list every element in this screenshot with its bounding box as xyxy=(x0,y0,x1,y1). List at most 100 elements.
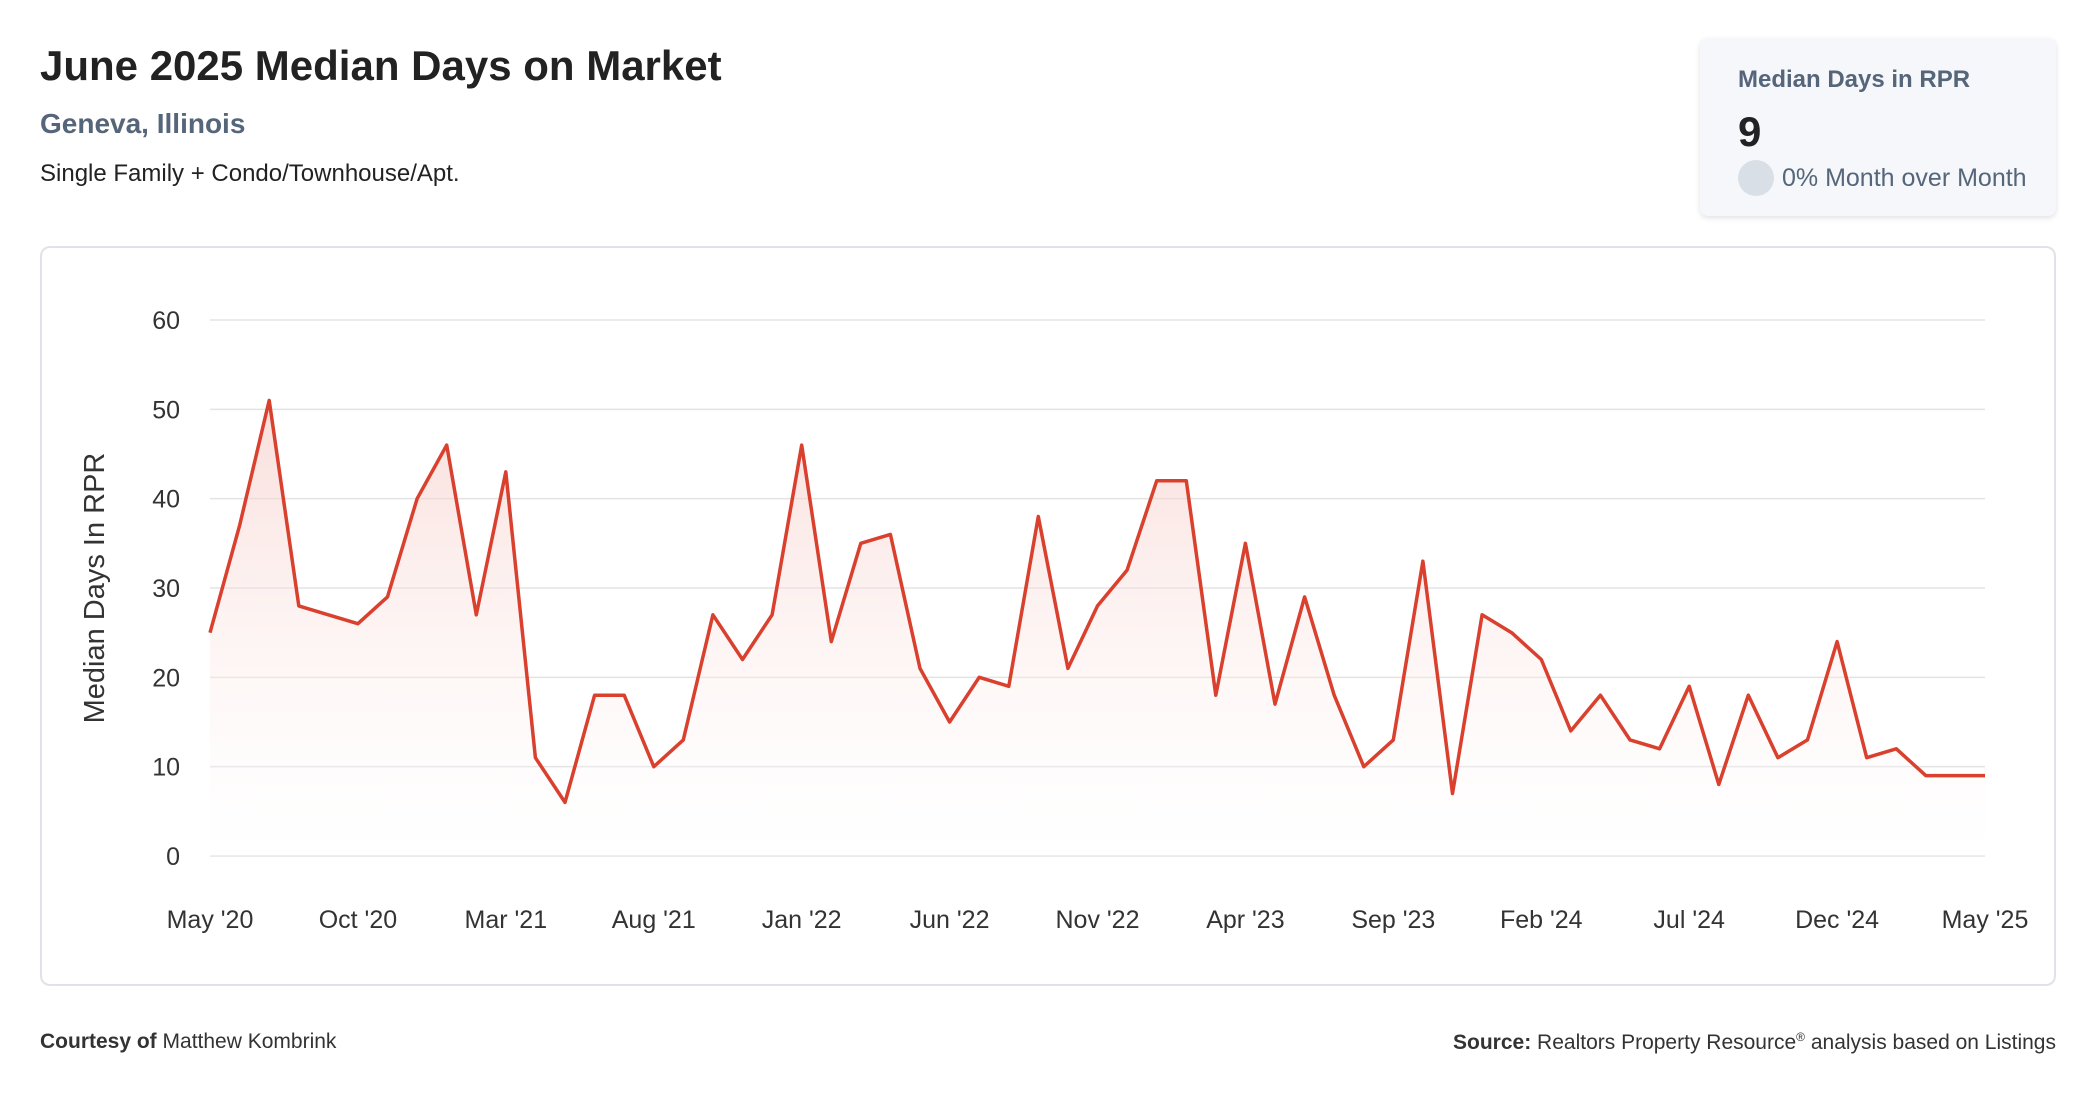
data-point xyxy=(1036,515,1040,519)
courtesy-label: Courtesy of xyxy=(40,1030,157,1053)
data-point xyxy=(1598,693,1602,697)
y-tick-label: 20 xyxy=(152,664,180,692)
location-subtitle: Geneva, Illinois xyxy=(40,108,246,139)
data-point xyxy=(711,613,715,617)
data-point xyxy=(741,657,745,661)
registered-mark: ® xyxy=(1796,1030,1805,1044)
y-tick-label: 40 xyxy=(152,486,180,514)
stat-change: 0% Month over Month xyxy=(1782,164,2027,192)
x-tick-label: Sep '23 xyxy=(1351,906,1435,934)
data-point xyxy=(386,595,390,599)
data-point xyxy=(474,613,478,617)
source-note: Source: Realtors Property Resource® anal… xyxy=(1453,1030,2056,1055)
x-tick-label: Jan '22 xyxy=(762,906,842,934)
data-point xyxy=(533,756,537,760)
y-axis-label: Median Days In RPR xyxy=(79,453,111,724)
data-point xyxy=(1007,684,1011,688)
source-label: Source: xyxy=(1453,1031,1532,1054)
stat-card: Median Days in RPR 9 0% Month over Month xyxy=(1700,38,2056,216)
data-point xyxy=(415,497,419,501)
data-point xyxy=(652,765,656,769)
data-point xyxy=(829,640,833,644)
x-tick-label: May '20 xyxy=(167,906,254,934)
stat-label: Median Days in RPR xyxy=(1738,66,1971,93)
area-fill xyxy=(210,400,1985,856)
x-tick-label: Feb '24 xyxy=(1500,906,1583,934)
chart-container: 0 10 20 30 40 50 60 May '20 Oct '20 Mar '21 Aug '… xyxy=(40,246,2056,986)
data-point xyxy=(1835,640,1839,644)
data-point xyxy=(356,622,360,626)
page-title: June 2025 Median Days on Market xyxy=(40,42,722,89)
data-point xyxy=(563,800,567,804)
y-tick-label: 10 xyxy=(152,754,180,782)
data-point xyxy=(1243,541,1247,545)
x-tick-label: Jul '24 xyxy=(1653,906,1725,934)
data-point xyxy=(593,693,597,697)
data-point xyxy=(681,738,685,742)
x-tick-label: Apr '23 xyxy=(1206,906,1284,934)
data-point xyxy=(1539,657,1543,661)
data-point xyxy=(977,675,981,679)
x-axis-ticks: May '20 Oct '20 Mar '21 Aug '21 Jan '22 Jun '… xyxy=(167,906,2029,934)
y-tick-label: 60 xyxy=(152,307,180,335)
data-point xyxy=(1066,666,1070,670)
data-point xyxy=(1273,702,1277,706)
data-point xyxy=(1451,791,1455,795)
y-tick-label: 30 xyxy=(152,575,180,603)
data-point xyxy=(1155,479,1159,483)
data-point xyxy=(1184,479,1188,483)
data-point xyxy=(1391,738,1395,742)
data-point xyxy=(238,523,242,527)
x-tick-label: Oct '20 xyxy=(319,906,397,934)
data-point xyxy=(770,613,774,617)
x-tick-label: Jun '22 xyxy=(910,906,990,934)
data-point xyxy=(208,631,212,635)
x-tick-label: Mar '21 xyxy=(465,906,548,934)
y-tick-label: 50 xyxy=(152,396,180,424)
source-name: Realtors Property Resource xyxy=(1537,1031,1797,1054)
data-point xyxy=(297,604,301,608)
data-point xyxy=(1894,747,1898,751)
neutral-change-icon xyxy=(1738,160,1774,196)
data-point xyxy=(622,693,626,697)
data-point xyxy=(267,398,271,402)
courtesy-note: Courtesy of Matthew Kombrink xyxy=(40,1030,336,1054)
data-point xyxy=(1096,604,1100,608)
x-tick-label: Dec '24 xyxy=(1795,906,1879,934)
series-line xyxy=(208,398,1985,805)
data-point xyxy=(1865,756,1869,760)
data-point xyxy=(1746,693,1750,697)
data-point xyxy=(1303,595,1307,599)
data-point xyxy=(1628,738,1632,742)
data-point xyxy=(445,443,449,447)
data-point xyxy=(1806,738,1810,742)
y-axis-ticks: 0 10 20 30 40 50 60 xyxy=(152,307,180,871)
data-point xyxy=(1776,756,1780,760)
data-point xyxy=(1717,783,1721,787)
data-point xyxy=(1569,729,1573,733)
data-point xyxy=(326,613,330,617)
data-point xyxy=(1362,765,1366,769)
data-point xyxy=(888,532,892,536)
data-point xyxy=(1332,693,1336,697)
x-tick-label: Aug '21 xyxy=(612,906,696,934)
data-point xyxy=(948,720,952,724)
y-tick-label: 0 xyxy=(166,843,180,871)
data-point xyxy=(504,470,508,474)
data-point xyxy=(859,541,863,545)
data-point xyxy=(1924,774,1928,778)
data-point xyxy=(1421,559,1425,563)
property-segment: Single Family + Condo/Townhouse/Apt. xyxy=(40,160,460,187)
data-point xyxy=(1214,693,1218,697)
data-point xyxy=(1480,613,1484,617)
area-chart: 0 10 20 30 40 50 60 May '20 Oct '20 Mar '21 Aug '… xyxy=(79,307,2029,934)
data-point xyxy=(1687,684,1691,688)
data-point xyxy=(1510,631,1514,635)
source-detail: analysis based on Listings xyxy=(1805,1031,2056,1054)
data-point xyxy=(800,443,804,447)
data-point xyxy=(1953,774,1957,778)
data-point xyxy=(1658,747,1662,751)
stat-value: 9 xyxy=(1738,108,1762,155)
x-tick-label: May '25 xyxy=(1942,906,2029,934)
courtesy-name: Matthew Kombrink xyxy=(162,1030,337,1053)
